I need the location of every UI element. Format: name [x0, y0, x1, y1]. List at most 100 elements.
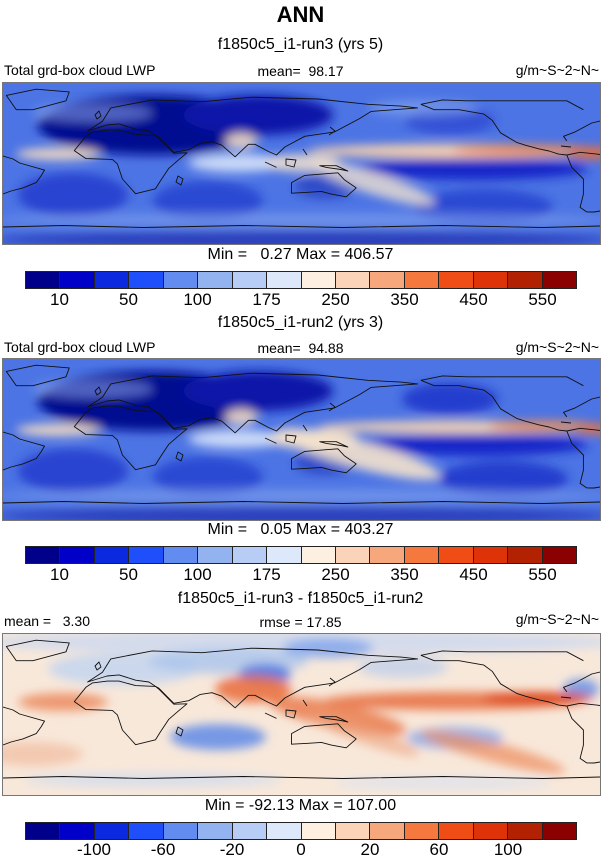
- colorbar-segment: [94, 272, 130, 288]
- colorbar-segment: [404, 547, 440, 563]
- colorbar-segment: [94, 823, 130, 839]
- panel3-rmse-label: rmse = 17.85: [259, 614, 342, 630]
- colorbar-segment: [60, 823, 95, 839]
- colorbar-segment: [163, 547, 199, 563]
- map-difference: [2, 633, 601, 796]
- colorbar-segment: [508, 823, 543, 839]
- panel2-variable-label: Total grd-box cloud LWP: [4, 339, 156, 355]
- colorbar-tick-label: 250: [321, 565, 350, 584]
- colorbar-segment: [163, 823, 199, 839]
- colorbar-segment: [404, 823, 440, 839]
- panel1-mean-label: mean= 98.17: [257, 63, 344, 79]
- colorbar-segment: [232, 547, 268, 563]
- colorbar-segment: [335, 547, 371, 563]
- colorbar-segment: [198, 547, 233, 563]
- panel3-mean-label: mean = 3.30: [4, 613, 91, 629]
- colorbar-segment: [473, 823, 509, 839]
- colorbar-segment: [129, 823, 164, 839]
- panel3-subtitle: f1850c5_i1-run3 - f1850c5_i1-run2: [177, 590, 424, 607]
- panel1-units-label: g/m~S~2~N~: [515, 62, 599, 78]
- panel2-subtitle: f1850c5_i1-run2 (yrs 3): [217, 314, 384, 331]
- panel1-colorbar-labels: 10 50 100 175 250 350 450 550: [0, 290, 601, 310]
- colorbar-segment: [26, 547, 61, 563]
- colorbar-segment: [335, 272, 371, 288]
- panel2-colorbar-labels: 10 50 100 175 250 350 450 550: [0, 565, 601, 585]
- colorbar-segment: [335, 823, 371, 839]
- cloud-field-run3: [3, 95, 600, 244]
- colorbar-tick-label: 10: [50, 565, 69, 584]
- colorbar-tick-label: 50: [119, 290, 138, 309]
- colorbar-segment: [163, 272, 199, 288]
- colorbar-segment: [232, 823, 268, 839]
- colorbar-tick-label: 60: [429, 840, 449, 858]
- colorbar-segment: [267, 823, 302, 839]
- colorbar-segment: [508, 547, 543, 563]
- panel1-colorbar: [25, 271, 577, 289]
- colorbar-tick-label: 350: [390, 565, 419, 584]
- colorbar-tick-label: 100: [183, 565, 212, 584]
- map-run2: [2, 358, 601, 521]
- colorbar-segment: [508, 272, 543, 288]
- colorbar-tick-label: -20: [219, 840, 245, 858]
- colorbar-segment: [26, 823, 61, 839]
- difference-field: [3, 634, 600, 789]
- colorbar-segment: [129, 272, 164, 288]
- colorbar-segment: [301, 272, 336, 288]
- colorbar-segment: [439, 272, 474, 288]
- panel3-colorbar-labels: -100 -60 -20 0 20 60 100: [0, 840, 601, 858]
- panel3-colorbar: [25, 822, 577, 840]
- panel1-minmax: Min = 0.27 Max = 406.57: [207, 246, 394, 263]
- colorbar-segment: [60, 547, 95, 563]
- colorbar-tick-label: 550: [528, 565, 557, 584]
- page-title: ANN: [276, 2, 325, 27]
- panel2-mean-label: mean= 94.88: [257, 340, 344, 356]
- colorbar-segment: [301, 823, 336, 839]
- colorbar-tick-label: 350: [390, 290, 419, 309]
- colorbar-tick-label: -60: [150, 840, 176, 858]
- colorbar-tick-label: -100: [76, 840, 112, 858]
- colorbar-tick-label: 450: [459, 565, 488, 584]
- colorbar-tick-label: 450: [459, 290, 488, 309]
- colorbar-tick-label: 250: [321, 290, 350, 309]
- panel1-subtitle: f1850c5_i1-run3 (yrs 5): [217, 36, 384, 53]
- colorbar-tick-label: 100: [493, 840, 523, 858]
- colorbar-segment: [370, 272, 405, 288]
- colorbar-segment: [370, 823, 405, 839]
- panel3-units-label: g/m~S~2~N~: [515, 611, 599, 627]
- colorbar-segment: [542, 547, 576, 563]
- colorbar-tick-label: 20: [360, 840, 380, 858]
- colorbar-segment: [267, 272, 302, 288]
- panel3-minmax: Min = -92.13 Max = 107.00: [204, 797, 397, 814]
- panel2-minmax: Min = 0.05 Max = 403.27: [207, 521, 394, 538]
- colorbar-segment: [232, 272, 268, 288]
- colorbar-tick-label: 550: [528, 290, 557, 309]
- map-run3: [2, 82, 601, 245]
- colorbar-tick-label: 175: [252, 565, 281, 584]
- panel2-colorbar: [25, 546, 577, 564]
- colorbar-segment: [542, 272, 576, 288]
- colorbar-tick-label: 10: [50, 290, 69, 309]
- cloud-field-run2: [3, 371, 600, 520]
- colorbar-segment: [198, 823, 233, 839]
- colorbar-segment: [94, 547, 130, 563]
- colorbar-segment: [370, 547, 405, 563]
- colorbar-segment: [129, 547, 164, 563]
- colorbar-segment: [267, 547, 302, 563]
- colorbar-tick-label: 100: [183, 290, 212, 309]
- colorbar-segment: [439, 823, 474, 839]
- colorbar-segment: [26, 272, 61, 288]
- colorbar-tick-label: 0: [296, 840, 306, 858]
- colorbar-segment: [60, 272, 95, 288]
- panel2-units-label: g/m~S~2~N~: [515, 339, 599, 355]
- colorbar-tick-label: 175: [252, 290, 281, 309]
- colorbar-segment: [473, 272, 509, 288]
- colorbar-tick-label: 50: [119, 565, 138, 584]
- colorbar-segment: [473, 547, 509, 563]
- colorbar-segment: [404, 272, 440, 288]
- colorbar-segment: [301, 547, 336, 563]
- colorbar-segment: [439, 547, 474, 563]
- colorbar-segment: [542, 823, 576, 839]
- colorbar-segment: [198, 272, 233, 288]
- panel1-variable-label: Total grd-box cloud LWP: [4, 62, 156, 78]
